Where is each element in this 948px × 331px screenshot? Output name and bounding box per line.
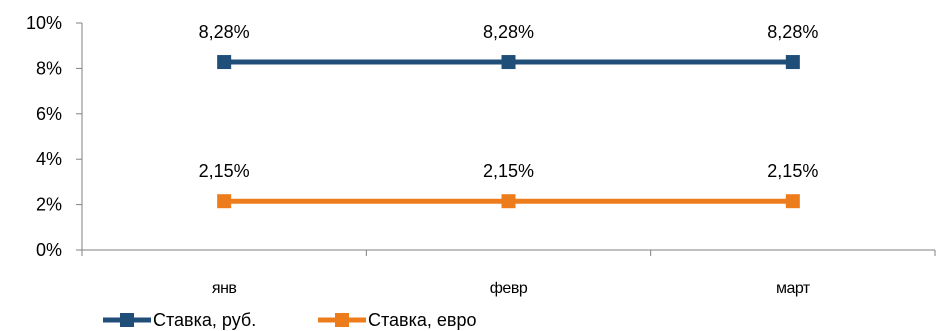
x-tick-label: февр — [490, 280, 528, 297]
y-tick-label: 2% — [36, 195, 62, 215]
y-tick-label: 6% — [36, 104, 62, 124]
legend-item-0: Ставка, руб. — [103, 310, 256, 330]
chart-axes: 0% 2% 4% 6% 8% 10% — [26, 13, 936, 260]
data-point-marker — [501, 194, 516, 209]
x-tick-label: янв — [212, 280, 237, 297]
chart-series — [217, 55, 800, 209]
data-label: 2,15% — [483, 161, 534, 181]
chart-labels: янв февр март 8,28% 8,28% 8,28% 2,15% 2,15% 2,15… — [199, 22, 819, 297]
legend-label: Ставка, руб. — [153, 310, 256, 330]
data-label: 8,28% — [199, 22, 250, 42]
y-tick-label: 8% — [36, 58, 62, 78]
data-point-marker — [501, 55, 516, 70]
data-label: 8,28% — [767, 22, 818, 42]
data-label: 2,15% — [199, 161, 250, 181]
x-tick-label: март — [776, 280, 811, 297]
data-point-marker — [217, 55, 232, 70]
legend-item-1: Ставка, евро — [318, 310, 477, 330]
y-tick-label: 4% — [36, 149, 62, 169]
y-tick-label: 10% — [26, 13, 62, 33]
chart-legend: Ставка, руб. Ставка, евро — [103, 310, 477, 330]
data-point-marker — [785, 194, 800, 209]
legend-label: Ставка, евро — [368, 310, 477, 330]
data-point-marker — [785, 55, 800, 70]
data-point-marker — [217, 194, 232, 209]
legend-marker — [120, 313, 134, 327]
y-tick-label: 0% — [36, 240, 62, 260]
legend-marker — [335, 313, 349, 327]
data-label: 8,28% — [483, 22, 534, 42]
data-label: 2,15% — [767, 161, 818, 181]
